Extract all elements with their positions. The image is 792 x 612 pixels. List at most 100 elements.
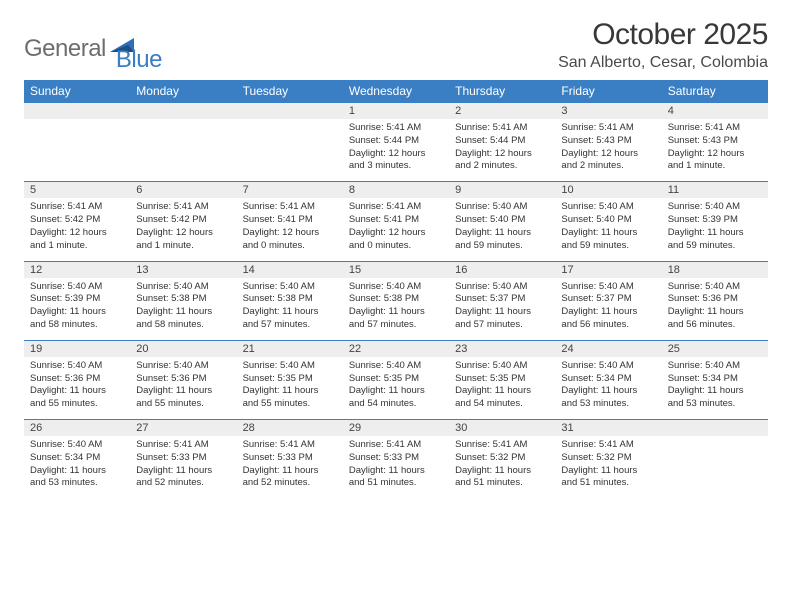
day-info-cell: Sunrise: 5:41 AMSunset: 5:42 PMDaylight:… [24, 198, 130, 261]
day-info-cell: Sunrise: 5:41 AMSunset: 5:32 PMDaylight:… [555, 436, 661, 498]
day-info-cell: Sunrise: 5:41 AMSunset: 5:33 PMDaylight:… [237, 436, 343, 498]
sunrise-text: Sunrise: 5:40 AM [243, 281, 337, 294]
day-number-cell: 5 [24, 182, 130, 199]
weekday-header: Saturday [662, 80, 768, 103]
sunrise-text: Sunrise: 5:40 AM [30, 360, 124, 373]
day-info-cell: Sunrise: 5:40 AMSunset: 5:36 PMDaylight:… [24, 357, 130, 420]
daylight-text: Daylight: 12 hours [349, 227, 443, 240]
day-number-cell: 19 [24, 340, 130, 357]
daylight-text-2: and 2 minutes. [455, 160, 549, 173]
day-number-cell [130, 103, 236, 120]
sunrise-text: Sunrise: 5:40 AM [455, 201, 549, 214]
sunset-text: Sunset: 5:41 PM [243, 214, 337, 227]
daylight-text-2: and 59 minutes. [668, 240, 762, 253]
sunrise-text: Sunrise: 5:41 AM [136, 439, 230, 452]
header: General Blue October 2025 San Alberto, C… [24, 18, 768, 74]
daylight-text-2: and 57 minutes. [455, 319, 549, 332]
sunrise-text: Sunrise: 5:41 AM [668, 122, 762, 135]
daylight-text: Daylight: 11 hours [455, 227, 549, 240]
sunset-text: Sunset: 5:44 PM [349, 135, 443, 148]
sunrise-text: Sunrise: 5:41 AM [349, 439, 443, 452]
daylight-text-2: and 56 minutes. [668, 319, 762, 332]
daylight-text-2: and 59 minutes. [455, 240, 549, 253]
day-info-cell: Sunrise: 5:40 AMSunset: 5:38 PMDaylight:… [130, 278, 236, 341]
daylight-text: Daylight: 11 hours [30, 465, 124, 478]
day-info-row: Sunrise: 5:40 AMSunset: 5:34 PMDaylight:… [24, 436, 768, 498]
day-info-cell: Sunrise: 5:40 AMSunset: 5:37 PMDaylight:… [449, 278, 555, 341]
location: San Alberto, Cesar, Colombia [558, 54, 768, 72]
day-number-cell: 31 [555, 420, 661, 437]
daylight-text: Daylight: 11 hours [243, 306, 337, 319]
day-number-cell: 7 [237, 182, 343, 199]
weekday-header: Sunday [24, 80, 130, 103]
sunrise-text: Sunrise: 5:40 AM [30, 439, 124, 452]
sunrise-text: Sunrise: 5:40 AM [30, 281, 124, 294]
daylight-text: Daylight: 12 hours [668, 148, 762, 161]
day-number-row: 1234 [24, 103, 768, 120]
daylight-text-2: and 53 minutes. [561, 398, 655, 411]
day-number-cell [237, 103, 343, 120]
sunrise-text: Sunrise: 5:41 AM [243, 201, 337, 214]
daylight-text-2: and 52 minutes. [136, 477, 230, 490]
sunrise-text: Sunrise: 5:40 AM [668, 201, 762, 214]
weekday-header: Friday [555, 80, 661, 103]
day-info-cell [237, 119, 343, 182]
sunset-text: Sunset: 5:42 PM [136, 214, 230, 227]
day-number-cell: 12 [24, 261, 130, 278]
sunrise-text: Sunrise: 5:40 AM [136, 281, 230, 294]
day-number-cell: 2 [449, 103, 555, 120]
sunset-text: Sunset: 5:33 PM [243, 452, 337, 465]
day-number-cell: 22 [343, 340, 449, 357]
daylight-text: Daylight: 12 hours [349, 148, 443, 161]
daylight-text-2: and 1 minute. [30, 240, 124, 253]
daylight-text: Daylight: 11 hours [349, 465, 443, 478]
day-info-cell: Sunrise: 5:41 AMSunset: 5:42 PMDaylight:… [130, 198, 236, 261]
daylight-text-2: and 53 minutes. [30, 477, 124, 490]
day-number-cell: 13 [130, 261, 236, 278]
daylight-text-2: and 53 minutes. [668, 398, 762, 411]
daylight-text: Daylight: 11 hours [30, 385, 124, 398]
day-info-cell: Sunrise: 5:40 AMSunset: 5:39 PMDaylight:… [24, 278, 130, 341]
day-number-cell [24, 103, 130, 120]
daylight-text-2: and 57 minutes. [243, 319, 337, 332]
sunset-text: Sunset: 5:43 PM [668, 135, 762, 148]
day-info-row: Sunrise: 5:40 AMSunset: 5:36 PMDaylight:… [24, 357, 768, 420]
sunset-text: Sunset: 5:35 PM [243, 373, 337, 386]
day-number-cell: 18 [662, 261, 768, 278]
daylight-text: Daylight: 11 hours [30, 306, 124, 319]
sunrise-text: Sunrise: 5:41 AM [30, 201, 124, 214]
day-info-cell: Sunrise: 5:40 AMSunset: 5:34 PMDaylight:… [662, 357, 768, 420]
daylight-text: Daylight: 11 hours [668, 306, 762, 319]
sunrise-text: Sunrise: 5:40 AM [668, 281, 762, 294]
day-info-cell: Sunrise: 5:40 AMSunset: 5:40 PMDaylight:… [449, 198, 555, 261]
day-info-cell: Sunrise: 5:40 AMSunset: 5:34 PMDaylight:… [555, 357, 661, 420]
day-number-row: 19202122232425 [24, 340, 768, 357]
daylight-text: Daylight: 11 hours [349, 385, 443, 398]
sunset-text: Sunset: 5:34 PM [668, 373, 762, 386]
weekday-header: Wednesday [343, 80, 449, 103]
day-number-cell [662, 420, 768, 437]
day-info-cell: Sunrise: 5:41 AMSunset: 5:43 PMDaylight:… [555, 119, 661, 182]
day-number-cell: 20 [130, 340, 236, 357]
daylight-text-2: and 0 minutes. [349, 240, 443, 253]
day-number-cell: 8 [343, 182, 449, 199]
sunset-text: Sunset: 5:39 PM [30, 293, 124, 306]
sunrise-text: Sunrise: 5:40 AM [349, 281, 443, 294]
day-number-cell: 3 [555, 103, 661, 120]
day-number-cell: 14 [237, 261, 343, 278]
day-info-cell: Sunrise: 5:40 AMSunset: 5:34 PMDaylight:… [24, 436, 130, 498]
sunset-text: Sunset: 5:40 PM [561, 214, 655, 227]
title-block: October 2025 San Alberto, Cesar, Colombi… [558, 18, 768, 72]
day-info-cell: Sunrise: 5:41 AMSunset: 5:41 PMDaylight:… [237, 198, 343, 261]
day-info-cell [130, 119, 236, 182]
daylight-text-2: and 51 minutes. [349, 477, 443, 490]
sunrise-text: Sunrise: 5:41 AM [349, 122, 443, 135]
sunrise-text: Sunrise: 5:41 AM [136, 201, 230, 214]
daylight-text-2: and 57 minutes. [349, 319, 443, 332]
sunrise-text: Sunrise: 5:40 AM [455, 360, 549, 373]
sunset-text: Sunset: 5:44 PM [455, 135, 549, 148]
sunset-text: Sunset: 5:38 PM [243, 293, 337, 306]
weekday-header: Monday [130, 80, 236, 103]
sunset-text: Sunset: 5:35 PM [455, 373, 549, 386]
day-info-row: Sunrise: 5:41 AMSunset: 5:44 PMDaylight:… [24, 119, 768, 182]
